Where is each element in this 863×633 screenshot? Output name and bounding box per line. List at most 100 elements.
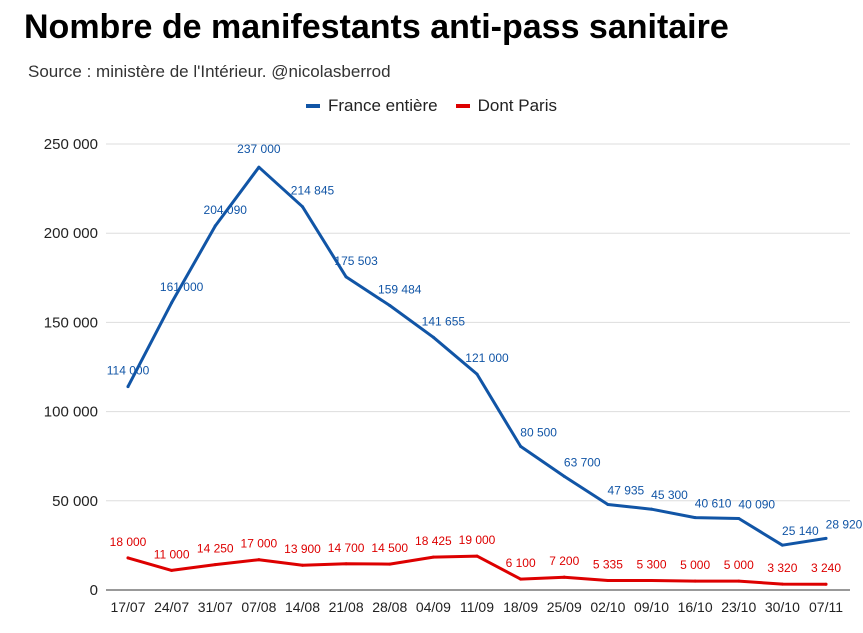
x-tick-label: 24/07 [154, 599, 189, 615]
data-label-france: 159 484 [378, 282, 422, 296]
data-label-france: 214 845 [291, 184, 335, 198]
legend: France entière Dont Paris [0, 96, 863, 116]
data-point-france [824, 536, 828, 540]
x-tick-label: 28/08 [372, 599, 407, 615]
chart-title: Nombre de manifestants anti-pass sanitai… [24, 8, 729, 46]
data-label-paris: 6 100 [506, 556, 536, 570]
data-label-france: 63 700 [564, 455, 601, 469]
data-label-france: 40 610 [695, 497, 732, 511]
data-label-france: 175 503 [334, 254, 378, 268]
data-label-france: 28 920 [826, 517, 863, 531]
data-point-paris [475, 554, 479, 558]
data-point-paris [737, 579, 741, 583]
data-point-paris [388, 562, 392, 566]
y-tick-label: 0 [90, 582, 98, 599]
data-point-paris [693, 579, 697, 583]
data-point-paris [780, 582, 784, 586]
x-tick-label: 16/10 [678, 599, 713, 615]
data-point-paris [824, 582, 828, 586]
x-tick-label: 30/10 [765, 599, 800, 615]
data-label-france: 161 000 [160, 280, 204, 294]
data-point-france [388, 303, 392, 307]
x-tick-label: 09/10 [634, 599, 669, 615]
data-label-paris: 18 425 [415, 534, 452, 548]
series-line-paris [126, 554, 828, 586]
data-label-paris: 19 000 [459, 533, 496, 547]
legend-label-paris: Dont Paris [477, 96, 557, 115]
data-point-paris [126, 556, 130, 560]
y-tick-label: 150 000 [44, 314, 98, 331]
data-point-paris [301, 563, 304, 567]
data-label-france: 204 090 [204, 203, 248, 217]
data-label-paris: 14 250 [197, 542, 234, 556]
data-label-france: 114 000 [107, 364, 150, 378]
y-tick-label: 50 000 [52, 493, 98, 510]
data-point-paris [519, 577, 523, 581]
data-point-paris [562, 575, 566, 579]
data-label-france: 121 000 [465, 351, 509, 365]
chart-subtitle: Source : ministère de l'Intérieur. @nico… [28, 62, 391, 81]
x-tick-label: 23/10 [721, 599, 756, 615]
data-label-france: 237 000 [237, 142, 281, 156]
x-tick-label: 07/11 [809, 599, 843, 615]
data-label-paris: 5 335 [593, 557, 623, 571]
data-label-paris: 14 700 [328, 541, 365, 555]
data-point-france [562, 474, 566, 478]
data-label-france: 141 655 [422, 314, 466, 328]
x-tick-label: 02/10 [590, 599, 625, 615]
data-point-france [431, 335, 435, 339]
x-tick-label: 07/08 [241, 599, 276, 615]
data-label-france: 40 090 [738, 497, 775, 511]
data-point-paris [170, 568, 174, 572]
data-point-paris [606, 578, 610, 582]
data-point-france [519, 444, 523, 448]
data-point-paris [213, 563, 217, 567]
data-label-paris: 5 000 [680, 558, 710, 572]
data-label-paris: 13 900 [284, 542, 321, 556]
data-label-france: 80 500 [520, 425, 557, 439]
y-tick-label: 250 000 [44, 136, 98, 153]
data-point-france [475, 372, 479, 376]
x-tick-label: 21/08 [329, 599, 364, 615]
y-tick-label: 100 000 [44, 404, 98, 421]
legend-swatch-paris [455, 104, 470, 108]
data-point-france [606, 502, 610, 506]
data-label-france: 47 935 [608, 483, 645, 497]
x-tick-label: 31/07 [198, 599, 233, 615]
data-point-france [650, 507, 653, 511]
data-label-paris: 14 500 [371, 541, 408, 555]
data-point-france [126, 385, 130, 389]
data-point-france [693, 516, 697, 520]
data-label-paris: 11 000 [154, 547, 190, 561]
data-label-france: 45 300 [651, 488, 688, 502]
x-tick-label: 17/07 [110, 599, 145, 615]
data-point-france [737, 516, 741, 520]
data-point-paris [257, 558, 261, 562]
data-point-france [301, 205, 304, 209]
data-point-france [213, 224, 217, 228]
data-label-paris: 5 300 [636, 558, 666, 572]
data-label-paris: 7 200 [549, 554, 579, 568]
data-point-paris [344, 562, 348, 566]
data-label-paris: 3 240 [811, 561, 841, 575]
data-point-france [257, 165, 261, 169]
x-tick-label: 14/08 [285, 599, 320, 615]
legend-label-france: France entière [328, 96, 438, 115]
data-label-france: 25 140 [782, 524, 819, 538]
y-tick-label: 200 000 [44, 225, 98, 242]
data-label-paris: 18 000 [110, 535, 147, 549]
data-label-paris: 5 000 [724, 558, 754, 572]
legend-item-paris: Dont Paris [455, 96, 557, 116]
legend-item-france: France entière [306, 96, 438, 116]
legend-swatch-france [306, 104, 320, 108]
x-tick-label: 11/09 [460, 599, 494, 615]
data-label-paris: 17 000 [241, 537, 278, 551]
data-point-france [170, 301, 174, 305]
x-tick-label: 04/09 [416, 599, 451, 615]
data-point-paris [431, 555, 435, 559]
data-point-paris [650, 579, 653, 583]
data-label-paris: 3 320 [767, 561, 797, 575]
x-tick-label: 25/09 [547, 599, 582, 615]
data-point-france [344, 275, 348, 279]
